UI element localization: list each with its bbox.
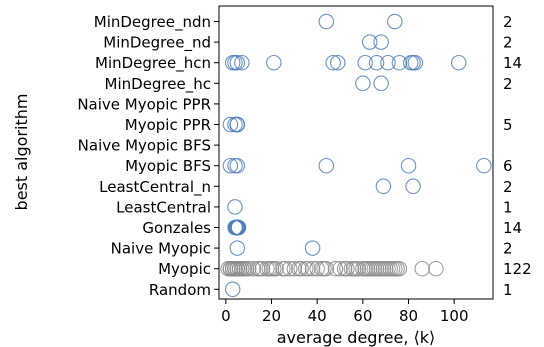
count-label-naive-myopic: 2 [503,240,513,258]
y-axis-label: best algorithm [12,94,31,211]
x-tick-label-40: 40 [308,307,327,325]
data-markers [220,13,492,298]
point-mindegree-nd-1 [373,34,389,50]
point-myopic-75 [428,260,444,277]
point-myopic-27 [245,260,262,277]
point-myopic-bfs-4 [400,157,417,174]
point-mindegree-hcn-5 [325,54,341,71]
y-tick-label-mindegree-hcn: MinDegree_hcn [95,54,211,73]
point-gonzales-13 [229,219,246,236]
point-myopic-ppr-0 [222,116,239,133]
y-tick-label-mindegree-nd: MinDegree_nd [103,34,211,53]
point-myopic-73 [391,260,408,277]
count-label-mindegree-ndn: 2 [503,13,513,31]
x-tick-label-100: 100 [440,307,469,325]
point-mindegree-hcn-8 [368,54,385,71]
point-myopic-43 [300,260,316,277]
point-myopic-26 [240,260,257,277]
point-mindegree-hcn-10 [391,54,408,71]
count-labels: 2 2 14 2 5 6 2 1 14 2 122 1 [503,13,532,299]
point-mindegree-hcn-6 [329,54,346,71]
count-label-mindegree-nd: 2 [503,34,513,52]
x-tick-label-0: 0 [221,307,231,325]
point-leastcentral-n-0 [375,178,392,195]
point-mindegree-nd-0 [361,34,378,50]
point-myopic-39 [286,260,303,277]
x-axis-label: average degree, ⟨k⟩ [277,328,436,347]
count-label-leastcentral: 1 [503,198,513,216]
point-myopic-44 [304,260,321,277]
y-tick-label-myopic-ppr: Myopic PPR [125,116,211,134]
point-mindegree-ndn-1 [387,13,403,30]
x-tick-marks [225,299,455,304]
y-tick-label-naive-myopic: Naive Myopic [111,240,211,258]
y-tick-label-random: Random [149,281,211,299]
y-tick-label-myopic-bfs: Myopic BFS [125,157,211,175]
point-mindegree-hcn-7 [357,54,373,71]
point-mindegree-ndn-0 [318,13,335,30]
count-label-myopic-bfs: 6 [503,157,513,175]
point-mindegree-hcn-4 [266,54,282,71]
point-myopic-37 [277,260,293,277]
count-label-mindegree-hcn: 14 [503,54,522,72]
count-label-random: 1 [503,281,513,299]
point-myopic-48 [318,260,335,277]
count-label-gonzales: 14 [503,219,522,237]
point-myopic-bfs-5 [476,157,492,174]
point-myopic-bfs-2 [229,157,246,174]
count-label-myopic-ppr: 5 [503,116,513,134]
point-myopic-52 [339,260,355,277]
point-myopic-bfs-3 [318,157,335,174]
y-tick-marks [214,21,219,290]
point-myopic-49 [327,260,344,277]
point-mindegree-hcn-14 [450,54,467,71]
point-mindegree-hcn-9 [380,54,396,71]
point-random-0 [224,281,241,298]
x-tick-label-80: 80 [399,307,418,325]
y-tick-label-myopic: Myopic [158,260,211,278]
point-naive-myopic-0 [229,240,246,256]
count-label-leastcentral-n: 2 [503,178,513,196]
point-myopic-30 [254,260,271,277]
point-myopic-38 [282,260,298,277]
point-mindegree-hcn-2 [229,54,246,71]
y-tick-label-naive-myopic-bfs: Naive Myopic BFS [78,137,211,155]
point-myopic-74 [414,260,430,277]
count-label-myopic: 122 [503,260,532,278]
point-leastcentral-0 [227,199,243,215]
point-myopic-45 [309,260,325,277]
x-tick-label-60: 60 [353,307,372,325]
point-mindegree-hc-0 [355,75,371,92]
x-tick-labels: 0 20 40 60 80 100 [221,307,468,325]
y-tick-label-gonzales: Gonzales [142,219,211,237]
y-tick-label-mindegree-hc: MinDegree_hc [105,75,211,94]
point-mindegree-hcn-3 [234,54,250,71]
point-myopic-35 [268,260,284,277]
count-label-mindegree-hc: 2 [503,75,513,93]
y-tick-label-naive-myopic-ppr: Naive Myopic PPR [77,95,211,113]
point-myopic-56 [350,260,367,277]
x-tick-label-20: 20 [262,307,281,325]
point-myopic-bfs-0 [222,157,239,174]
point-naive-myopic-1 [304,240,321,256]
point-myopic-50 [332,260,348,277]
point-myopic-41 [293,260,309,277]
y-tick-label-leastcentral-n: LeastCentral_n [99,178,211,197]
plot-frame [218,5,494,300]
point-mindegree-hcn-13 [407,54,424,71]
point-myopic-ppr-4 [229,116,246,133]
y-tick-label-leastcentral: LeastCentral [116,198,211,216]
point-leastcentral-n-1 [405,178,421,195]
point-mindegree-hc-1 [373,75,389,92]
y-tick-label-mindegree-ndn: MinDegree_ndn [94,13,211,32]
